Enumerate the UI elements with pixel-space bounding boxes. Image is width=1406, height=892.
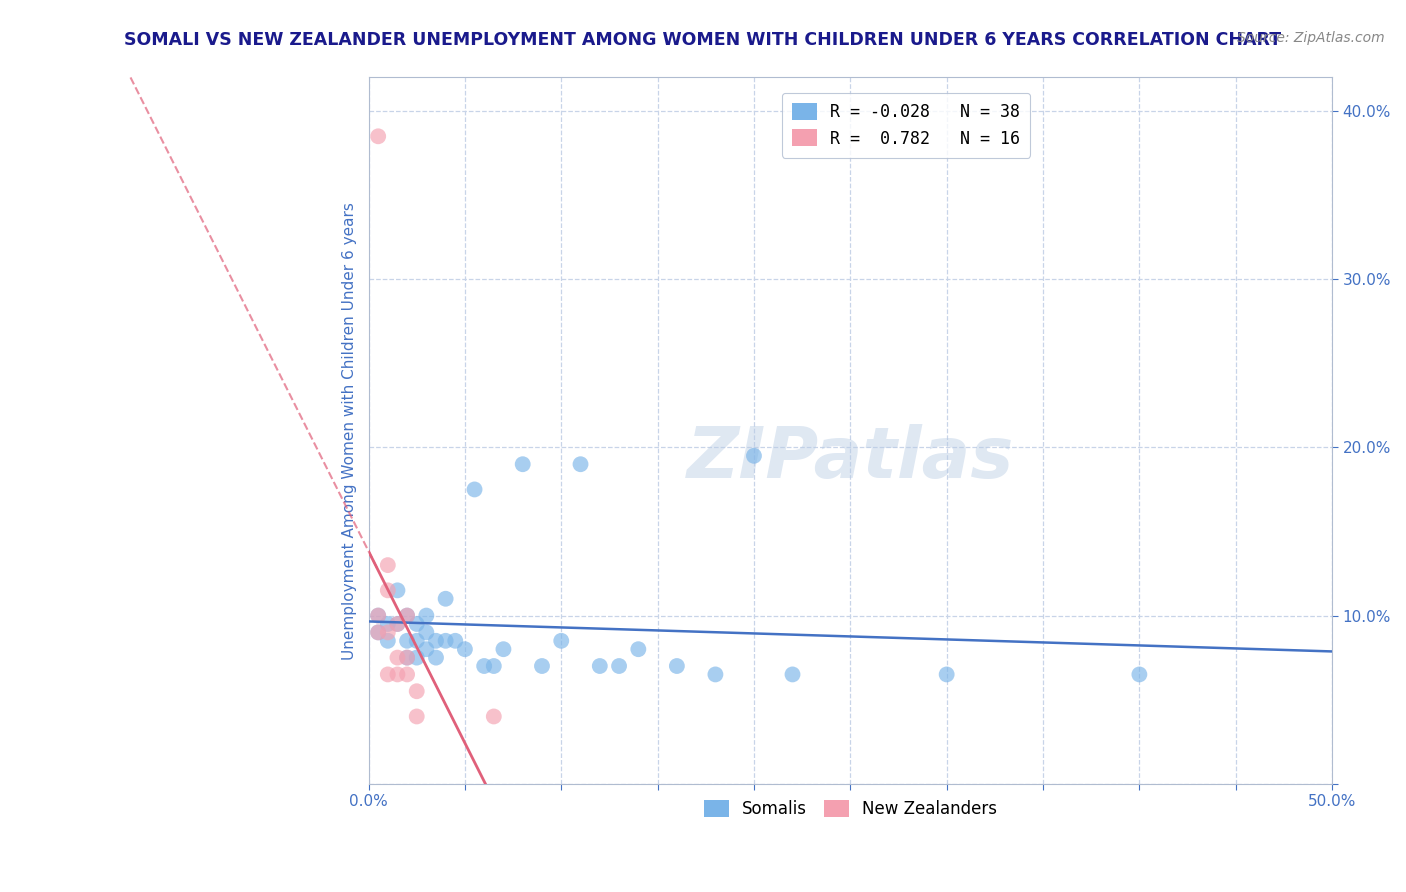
Point <box>387 650 409 665</box>
Point <box>415 608 437 623</box>
Point <box>935 667 957 681</box>
Point <box>434 633 457 648</box>
Point <box>742 449 765 463</box>
Point <box>377 617 399 632</box>
Point <box>530 659 553 673</box>
Point <box>627 642 650 657</box>
Point <box>425 650 447 665</box>
Point <box>482 659 505 673</box>
Point <box>607 659 630 673</box>
Point <box>1128 667 1150 681</box>
Point <box>405 650 427 665</box>
Point <box>405 684 427 698</box>
Legend: Somalis, New Zealanders: Somalis, New Zealanders <box>697 793 1004 825</box>
Point <box>589 659 612 673</box>
Text: SOMALI VS NEW ZEALANDER UNEMPLOYMENT AMONG WOMEN WITH CHILDREN UNDER 6 YEARS COR: SOMALI VS NEW ZEALANDER UNEMPLOYMENT AMO… <box>125 31 1281 49</box>
Point <box>377 625 399 640</box>
Point <box>472 659 495 673</box>
Point <box>367 625 389 640</box>
Point <box>482 709 505 723</box>
Point <box>396 667 419 681</box>
Point <box>377 558 399 573</box>
Point <box>396 650 419 665</box>
Point <box>396 650 419 665</box>
Point <box>454 642 477 657</box>
Point <box>782 667 804 681</box>
Point <box>464 483 486 497</box>
Y-axis label: Unemployment Among Women with Children Under 6 years: Unemployment Among Women with Children U… <box>343 202 357 659</box>
Point <box>387 667 409 681</box>
Point <box>569 457 592 471</box>
Point <box>512 457 534 471</box>
Point <box>387 617 409 632</box>
Point <box>367 608 389 623</box>
Point <box>396 608 419 623</box>
Point <box>425 633 447 648</box>
Text: Source: ZipAtlas.com: Source: ZipAtlas.com <box>1237 31 1385 45</box>
Point <box>415 642 437 657</box>
Point <box>415 625 437 640</box>
Point <box>367 608 389 623</box>
Point <box>396 633 419 648</box>
Point <box>665 659 688 673</box>
Point <box>704 667 727 681</box>
Point <box>444 633 467 648</box>
Point <box>387 617 409 632</box>
Point <box>396 608 419 623</box>
Point <box>492 642 515 657</box>
Point <box>550 633 572 648</box>
Point <box>377 667 399 681</box>
Point <box>367 625 389 640</box>
Point <box>367 129 389 144</box>
Point <box>387 583 409 598</box>
Point <box>377 633 399 648</box>
Point <box>405 633 427 648</box>
Point <box>377 583 399 598</box>
Point <box>434 591 457 606</box>
Point <box>405 709 427 723</box>
Point <box>405 617 427 632</box>
Text: ZIPatlas: ZIPatlas <box>686 425 1014 493</box>
